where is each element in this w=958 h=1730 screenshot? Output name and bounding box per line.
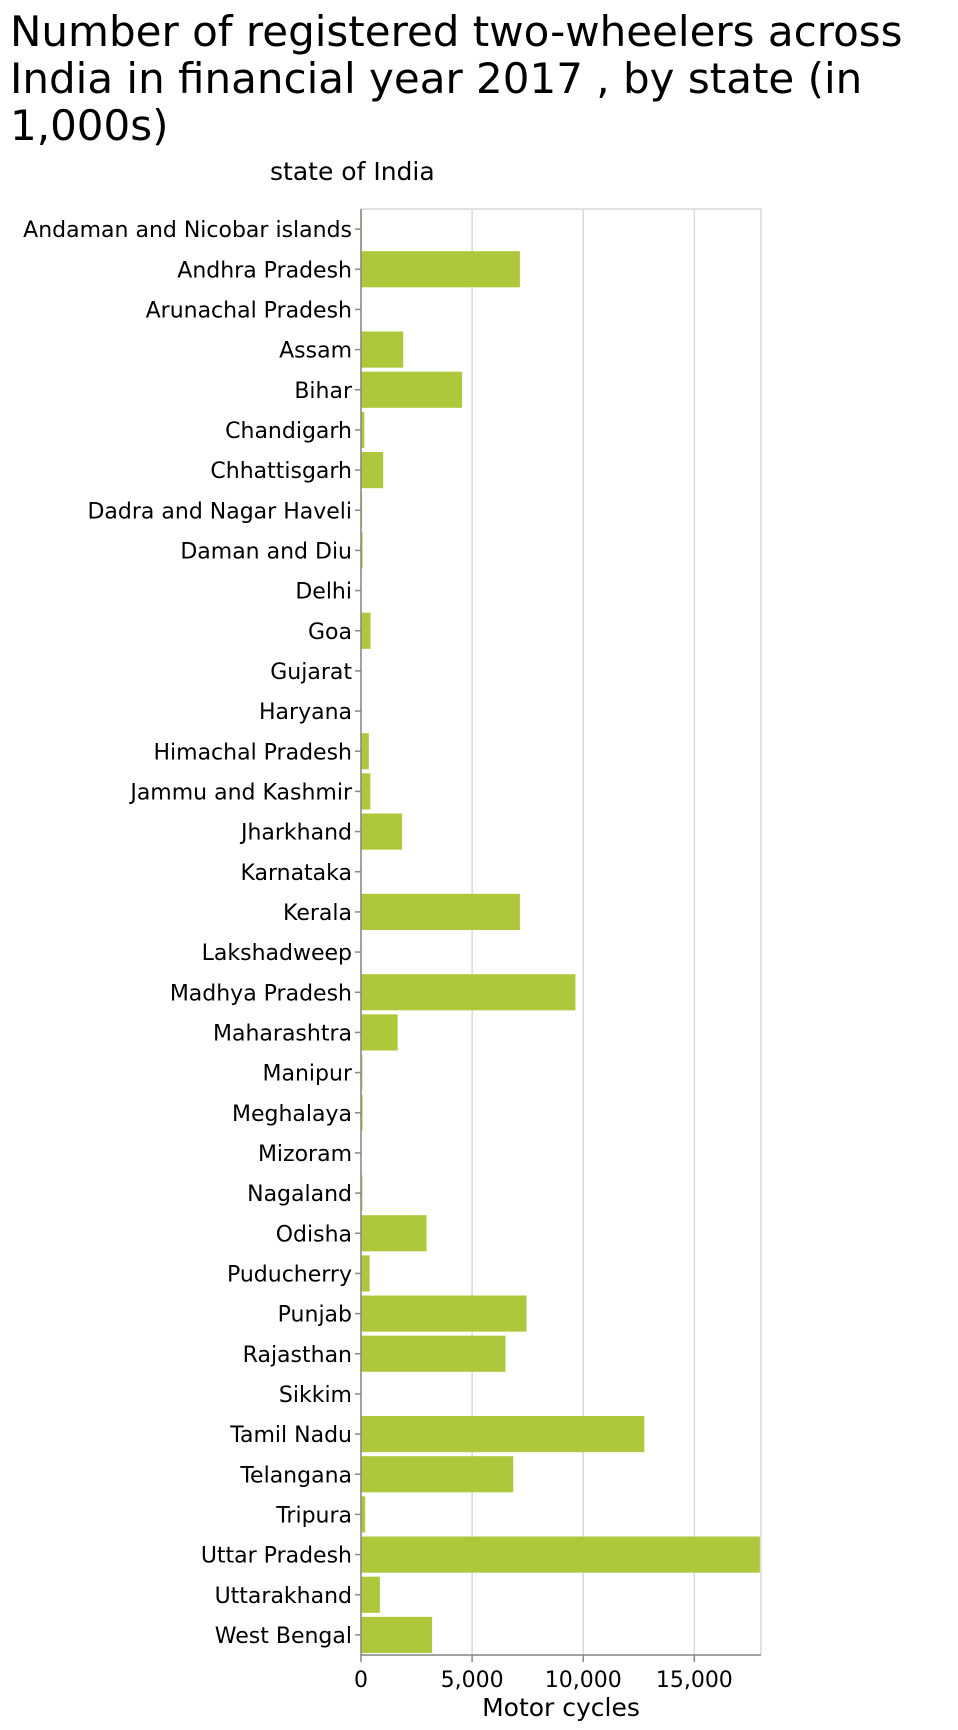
y-tick-label: Maharashtra: [213, 1021, 352, 1046]
x-tick-label: 0: [354, 1668, 368, 1693]
y-tick-label: Madhya Pradesh: [170, 981, 352, 1006]
y-tick-label: Jharkhand: [239, 821, 352, 846]
bar: [361, 532, 363, 569]
y-tick-label: Punjab: [278, 1303, 352, 1328]
y-tick-label: Daman and Diu: [180, 539, 352, 564]
y-tick-label: Arunachal Pradesh: [146, 298, 352, 323]
y-tick-label: Tamil Nadu: [229, 1423, 352, 1448]
bar: [361, 612, 371, 649]
y-tick-label: Kerala: [283, 901, 352, 926]
y-tick-label: Telangana: [239, 1463, 352, 1488]
y-tick-label: Delhi: [295, 580, 352, 605]
bar: [361, 1536, 760, 1573]
bar: [361, 1014, 398, 1051]
y-tick-label: Sikkim: [279, 1383, 352, 1408]
bar: [361, 452, 384, 489]
y-tick-label: Odisha: [276, 1222, 352, 1247]
y-tick-label: West Bengal: [215, 1624, 352, 1649]
bar: [361, 1616, 433, 1653]
y-tick-label: Nagaland: [247, 1182, 352, 1207]
chart-title: Number of registered two-wheelers across…: [10, 7, 903, 150]
x-axis-ticks: 0 5,000 10,000 15,000: [354, 1655, 733, 1693]
y-tick-label: Chandigarh: [225, 419, 352, 444]
y-tick-label: Manipur: [263, 1062, 353, 1087]
bars: [361, 211, 760, 1653]
y-tick-label: Jammu and Kashmir: [128, 780, 353, 805]
bar: [361, 813, 403, 850]
y-tick-label: Karnataka: [240, 861, 352, 886]
grid-lines: [471, 209, 696, 1655]
y-tick-label: Assam: [279, 339, 352, 364]
x-tick-label: 15,000: [656, 1668, 733, 1693]
bar: [361, 1456, 514, 1493]
bar: [361, 893, 520, 930]
bar: [361, 371, 463, 408]
bar: [361, 1576, 380, 1613]
x-tick-label: 10,000: [545, 1668, 622, 1693]
y-tick-label: Meghalaya: [232, 1102, 352, 1127]
bar: [361, 1335, 506, 1372]
y-tick-label: Goa: [308, 620, 352, 645]
y-tick-label: Haryana: [259, 700, 352, 725]
y-axis-title: state of India: [270, 157, 435, 186]
bar: [361, 1094, 363, 1131]
y-tick-label: Mizoram: [258, 1142, 352, 1167]
y-axis-ticks: Andaman and Nicobar islands Andhra Prades…: [23, 218, 361, 1649]
y-tick-label: Chhattisgarh: [210, 459, 352, 484]
y-tick-label: Dadra and Nagar Haveli: [87, 499, 352, 524]
bar: [361, 1295, 527, 1332]
y-tick-label: Andhra Pradesh: [177, 258, 352, 283]
bar: [361, 331, 404, 368]
bar: [361, 1215, 427, 1252]
bar: [361, 1255, 370, 1292]
x-tick-label: 5,000: [441, 1668, 504, 1693]
y-tick-label: Gujarat: [270, 660, 352, 685]
y-tick-label: Puducherry: [227, 1262, 352, 1287]
y-tick-label: Andaman and Nicobar islands: [23, 218, 352, 243]
bar: [361, 773, 371, 810]
y-tick-label: Bihar: [294, 379, 353, 404]
x-axis-title: Motor cycles: [482, 1693, 640, 1722]
bar: [361, 1496, 366, 1533]
y-tick-label: Uttar Pradesh: [201, 1544, 352, 1569]
y-tick-label: Uttarakhand: [215, 1584, 352, 1609]
y-tick-label: Lakshadweep: [202, 941, 352, 966]
bar: [361, 251, 520, 288]
bar: [361, 411, 365, 448]
bar: [361, 1416, 645, 1453]
y-tick-label: Tripura: [275, 1503, 352, 1528]
bar: [361, 974, 576, 1011]
bar: [361, 733, 369, 770]
y-tick-label: Himachal Pradesh: [153, 740, 352, 765]
y-tick-label: Rajasthan: [243, 1343, 352, 1368]
